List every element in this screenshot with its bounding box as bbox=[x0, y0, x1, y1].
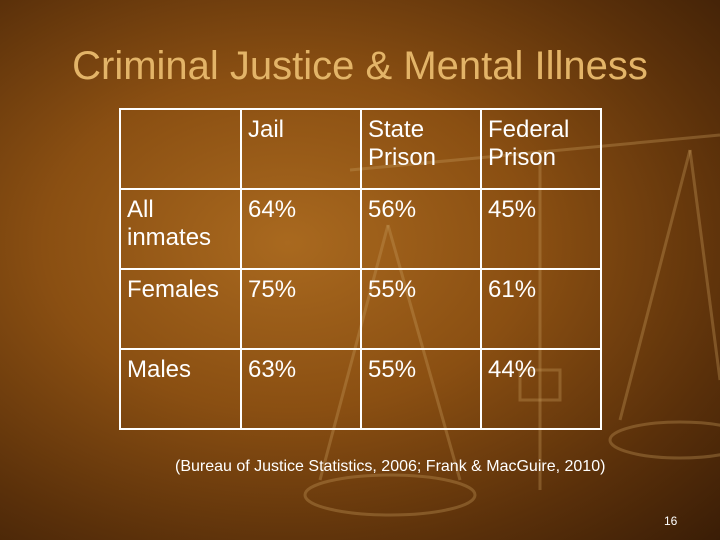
data-table: Jail State Prison Federal Prison All inm… bbox=[119, 108, 602, 430]
row-label: Males bbox=[119, 348, 242, 430]
table-row: All inmates 64% 56% 45% bbox=[119, 188, 602, 270]
table-cell: 63% bbox=[240, 348, 362, 430]
slide-number: 16 bbox=[664, 514, 678, 528]
table-row: Males 63% 55% 44% bbox=[119, 348, 602, 430]
header-cell: Federal Prison bbox=[480, 108, 602, 190]
source-citation: (Bureau of Justice Statistics, 2006; Fra… bbox=[175, 458, 606, 475]
header-cell: Jail bbox=[240, 108, 362, 190]
header-cell: State Prison bbox=[360, 108, 482, 190]
row-label: All inmates bbox=[119, 188, 242, 270]
table-cell: 64% bbox=[240, 188, 362, 270]
table-cell: 75% bbox=[240, 268, 362, 350]
table-cell: 45% bbox=[480, 188, 602, 270]
table-row: Females 75% 55% 61% bbox=[119, 268, 602, 350]
header-row: Jail State Prison Federal Prison bbox=[119, 108, 602, 190]
slide-title: Criminal Justice & Mental Illness bbox=[72, 44, 648, 88]
row-label: Females bbox=[119, 268, 242, 350]
table-cell: 56% bbox=[360, 188, 482, 270]
empty-cell bbox=[119, 108, 242, 190]
table-cell: 44% bbox=[480, 348, 602, 430]
table-cell: 61% bbox=[480, 268, 602, 350]
table-cell: 55% bbox=[360, 268, 482, 350]
table-cell: 55% bbox=[360, 348, 482, 430]
